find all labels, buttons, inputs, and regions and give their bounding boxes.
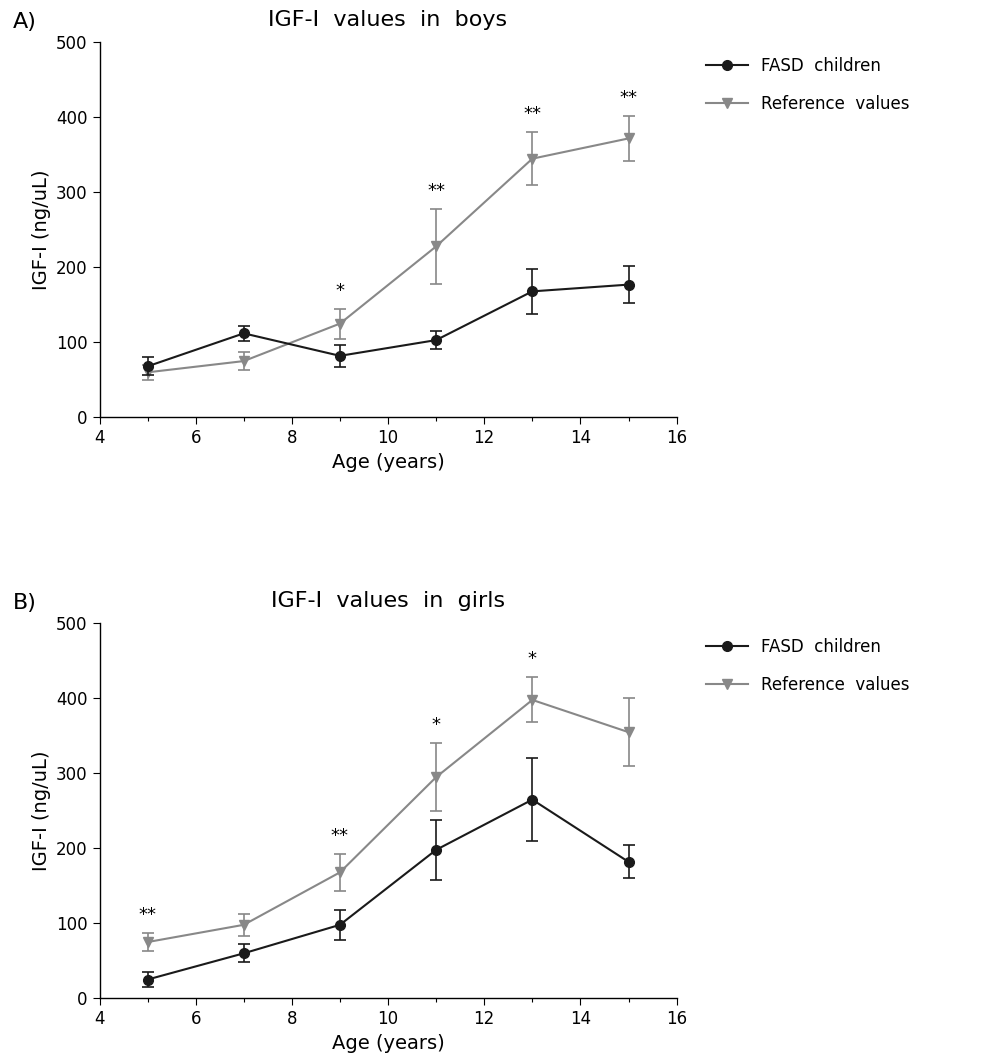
X-axis label: Age (years): Age (years) xyxy=(331,452,444,472)
Text: A): A) xyxy=(13,13,37,33)
Text: *: * xyxy=(527,650,537,668)
Legend: FASD  children, Reference  values: FASD children, Reference values xyxy=(699,50,915,119)
Y-axis label: IGF-I (ng/uL): IGF-I (ng/uL) xyxy=(32,170,51,290)
Text: *: * xyxy=(335,281,344,299)
Text: B): B) xyxy=(13,594,37,614)
X-axis label: Age (years): Age (years) xyxy=(331,1033,444,1052)
Y-axis label: IGF-I (ng/uL): IGF-I (ng/uL) xyxy=(32,751,51,871)
Title: IGF-I  values  in  girls: IGF-I values in girls xyxy=(270,590,505,611)
Title: IGF-I  values  in  boys: IGF-I values in boys xyxy=(268,10,507,30)
Text: *: * xyxy=(431,717,440,735)
Text: **: ** xyxy=(331,826,349,844)
Legend: FASD  children, Reference  values: FASD children, Reference values xyxy=(699,631,915,700)
Text: **: ** xyxy=(619,89,637,107)
Text: **: ** xyxy=(523,105,541,123)
Text: **: ** xyxy=(138,906,156,924)
Text: **: ** xyxy=(426,182,444,200)
